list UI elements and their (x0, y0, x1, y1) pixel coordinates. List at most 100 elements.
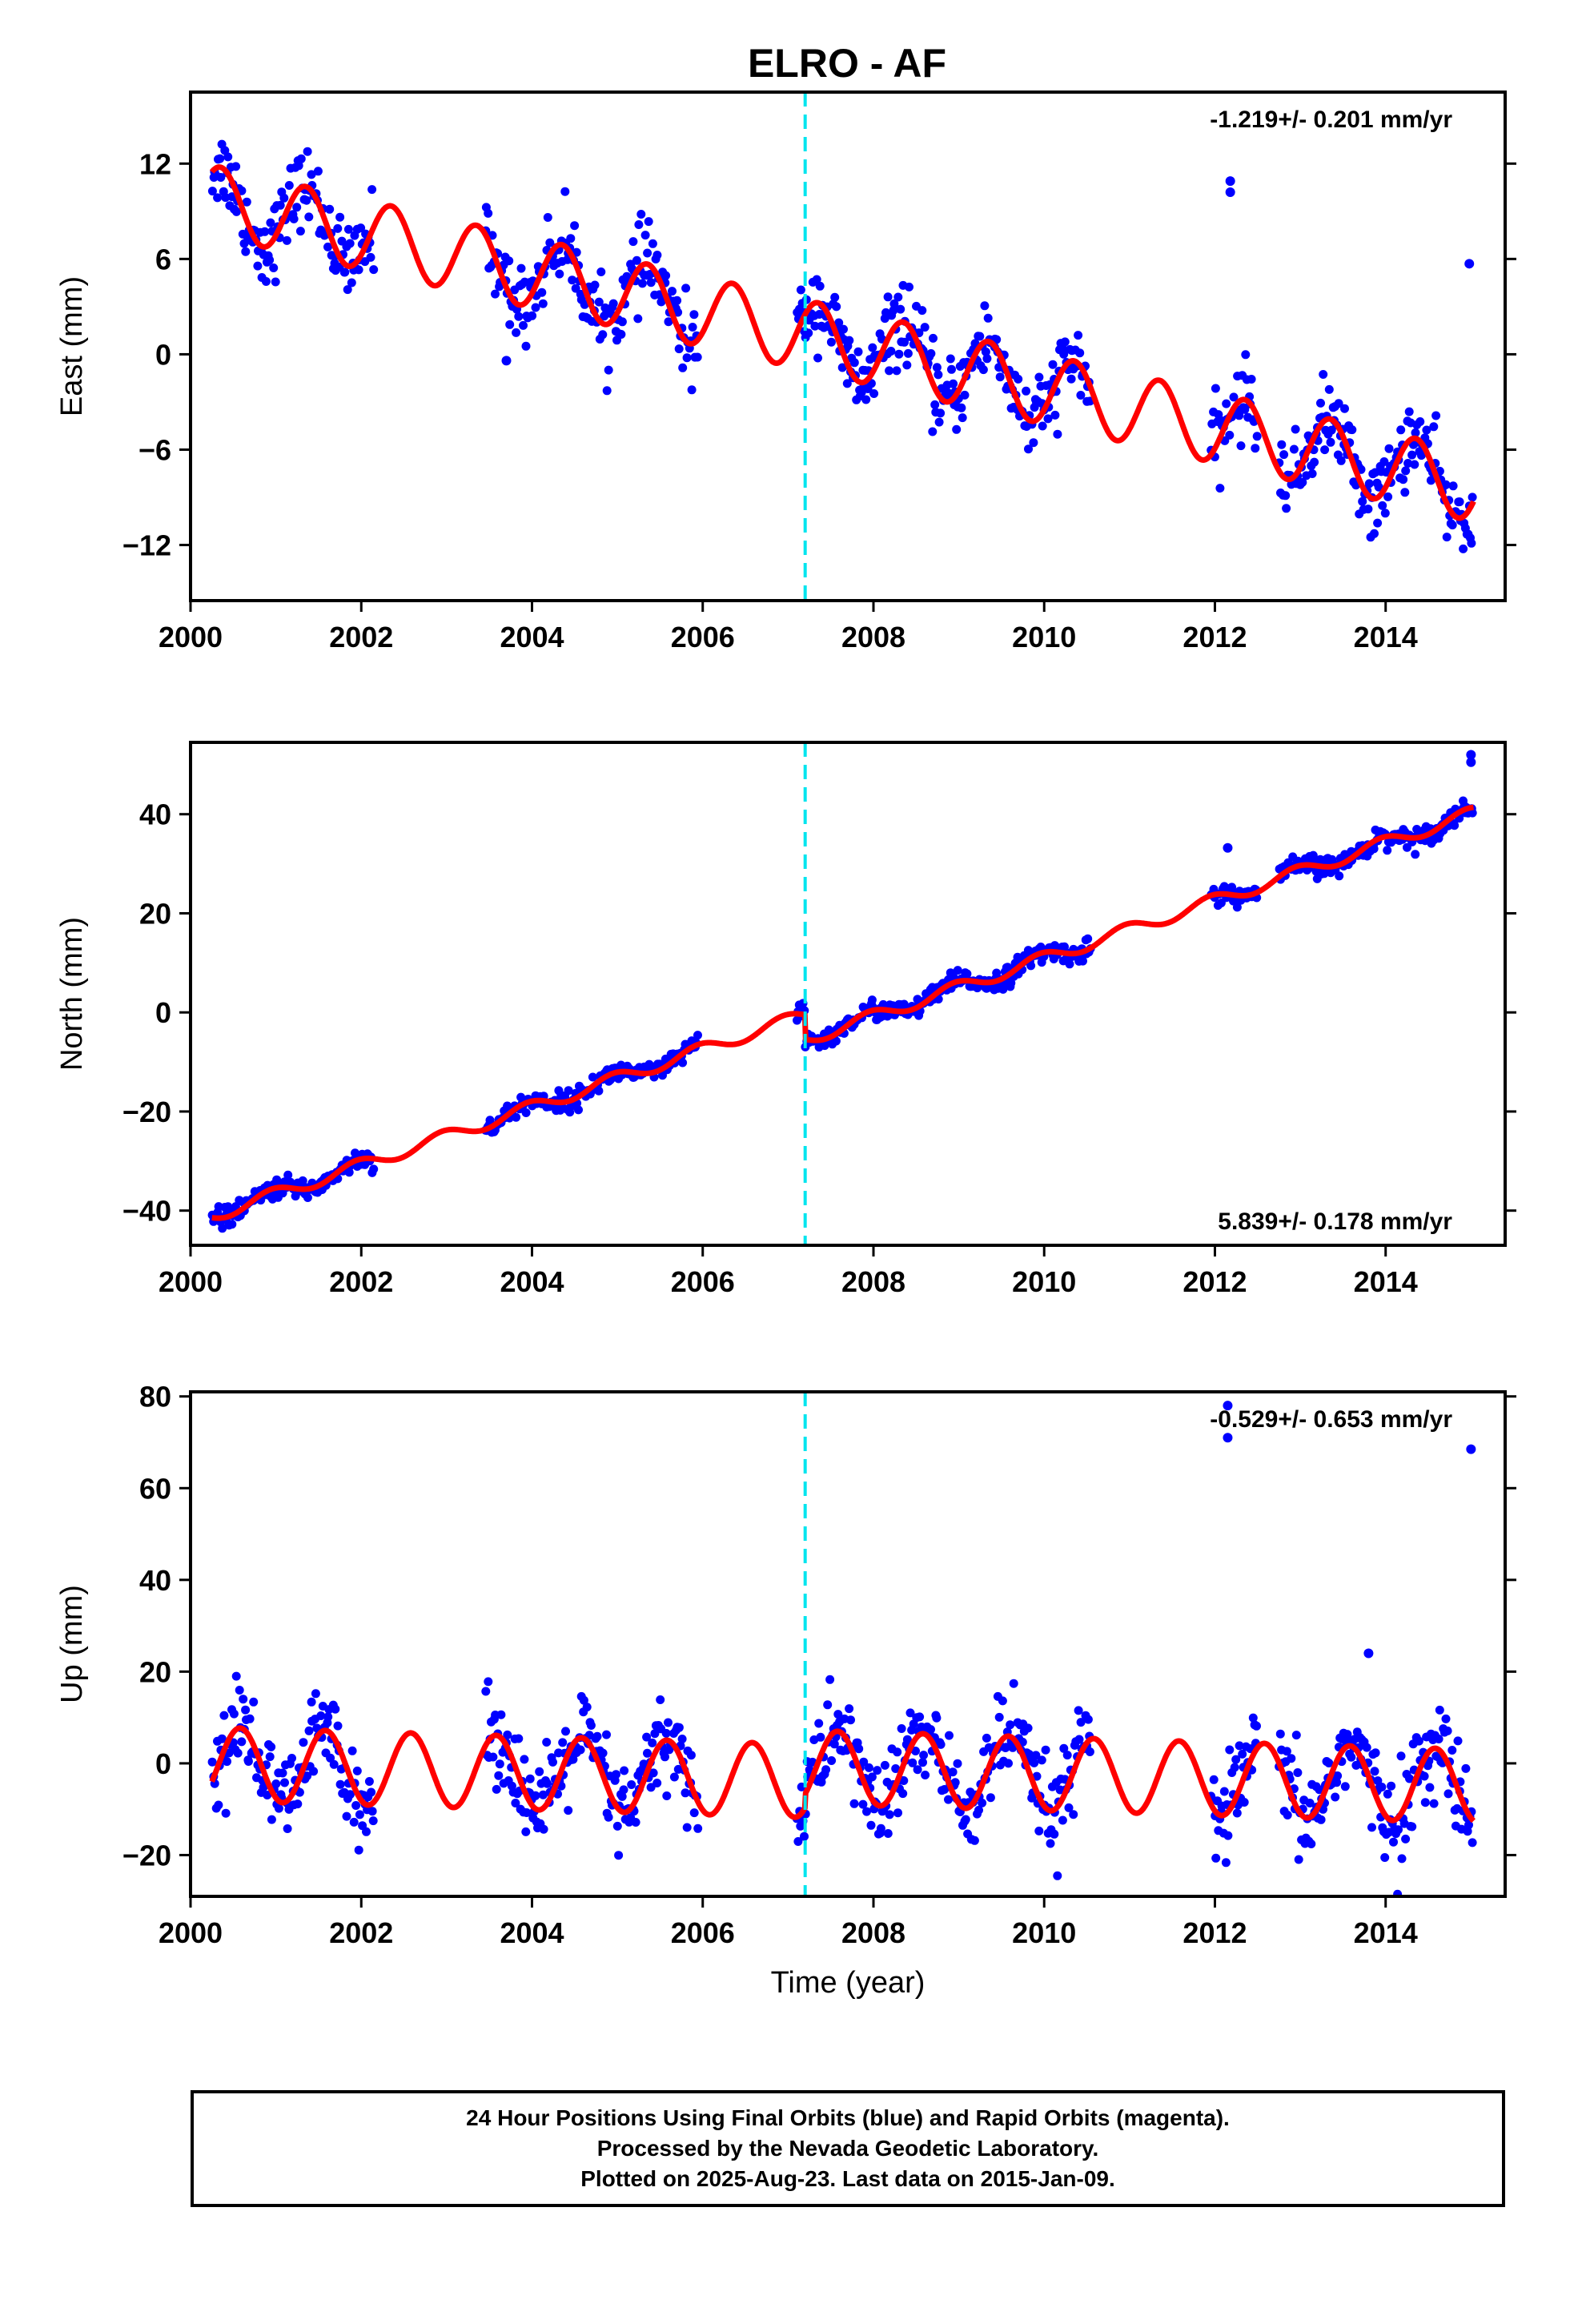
data-point (1407, 450, 1417, 460)
data-point (1319, 869, 1329, 879)
data-point (1411, 428, 1420, 437)
data-point (652, 251, 662, 259)
data-point (926, 1725, 935, 1735)
data-point (1435, 1705, 1444, 1715)
y-tick-label: 60 (139, 1472, 171, 1505)
data-point (648, 1738, 657, 1747)
data-point (279, 193, 289, 203)
data-point (677, 1735, 687, 1743)
x-tick-label: 2010 (1012, 621, 1076, 653)
data-point (539, 1824, 548, 1834)
data-point (283, 1170, 293, 1180)
data-point (351, 1801, 361, 1810)
data-point (689, 310, 699, 320)
data-point (1362, 1743, 1371, 1752)
data-point (521, 1108, 531, 1117)
data-point (688, 323, 697, 332)
data-point (678, 1058, 688, 1068)
data-point (932, 363, 942, 372)
data-point (668, 287, 677, 296)
data-point (233, 1748, 243, 1758)
data-point (617, 317, 627, 327)
data-point (1347, 1752, 1356, 1762)
x-tick-label: 2008 (841, 1265, 905, 1298)
data-point (369, 265, 379, 275)
y-axis-label: East (mm) (55, 276, 89, 416)
data-point (1448, 481, 1458, 491)
data-point (1283, 1811, 1292, 1819)
data-point (1230, 1763, 1239, 1772)
data-point (813, 353, 822, 363)
data-point (970, 1835, 979, 1845)
data-point (893, 292, 903, 302)
data-point (537, 287, 547, 297)
data-point (883, 1829, 893, 1838)
data-point (859, 1757, 869, 1767)
data-point (1429, 422, 1439, 432)
plot-area (207, 1401, 1477, 1896)
data-point (525, 1774, 535, 1783)
data-point (1307, 469, 1317, 478)
data-point (849, 1799, 859, 1808)
data-point (1335, 871, 1344, 881)
data-point (521, 1827, 531, 1836)
data-point (1380, 509, 1390, 518)
data-point (1315, 1785, 1324, 1795)
data-point (936, 408, 946, 418)
data-point (1076, 391, 1086, 400)
data-point (516, 263, 526, 273)
x-tick-label: 2002 (329, 1916, 393, 1949)
data-point (614, 1851, 624, 1860)
data-point (953, 966, 962, 975)
data-point (831, 1036, 841, 1046)
data-point (241, 247, 251, 256)
data-point (866, 1820, 876, 1830)
data-point (1387, 1781, 1396, 1791)
data-point (1383, 492, 1393, 501)
data-point (1069, 1810, 1078, 1819)
data-point (1074, 1735, 1084, 1744)
data-point (1324, 384, 1334, 394)
data-point (588, 1072, 597, 1082)
data-point (283, 1824, 292, 1833)
data-point (284, 181, 294, 190)
data-point (961, 1815, 970, 1824)
data-point (620, 1766, 629, 1775)
x-tick-label: 2002 (329, 621, 393, 653)
data-point (1059, 1743, 1069, 1753)
data-point (292, 203, 302, 212)
data-point (293, 1799, 303, 1809)
data-point (1459, 544, 1468, 553)
data-point (245, 1714, 255, 1723)
data-point (325, 204, 335, 214)
data-point (650, 1729, 660, 1739)
data-point (919, 1751, 929, 1760)
data-point (994, 1712, 1004, 1722)
data-point (1396, 425, 1406, 435)
data-point (504, 256, 514, 266)
data-point (998, 1696, 1007, 1706)
data-point (934, 370, 943, 380)
data-point (488, 1752, 498, 1762)
data-point (1211, 1853, 1221, 1863)
data-point (958, 413, 967, 423)
data-point (304, 212, 314, 222)
data-point (946, 354, 955, 364)
data-point (1065, 959, 1074, 969)
data-point (1085, 1747, 1094, 1756)
data-point (1410, 460, 1419, 469)
plot-frame (189, 90, 1507, 602)
data-point (531, 1791, 540, 1800)
data-point (491, 289, 500, 299)
x-tick-label: 2006 (671, 1265, 735, 1298)
data-point (1434, 1735, 1443, 1743)
data-point (369, 1164, 379, 1174)
data-point (484, 1677, 493, 1687)
data-point (981, 347, 990, 356)
data-point (664, 317, 673, 327)
velocity-annotation: -0.529+/- 0.653 mm/yr (1210, 1406, 1452, 1433)
data-point (243, 1757, 253, 1766)
data-point (367, 1787, 376, 1797)
data-point (356, 223, 366, 233)
data-point (519, 320, 528, 330)
